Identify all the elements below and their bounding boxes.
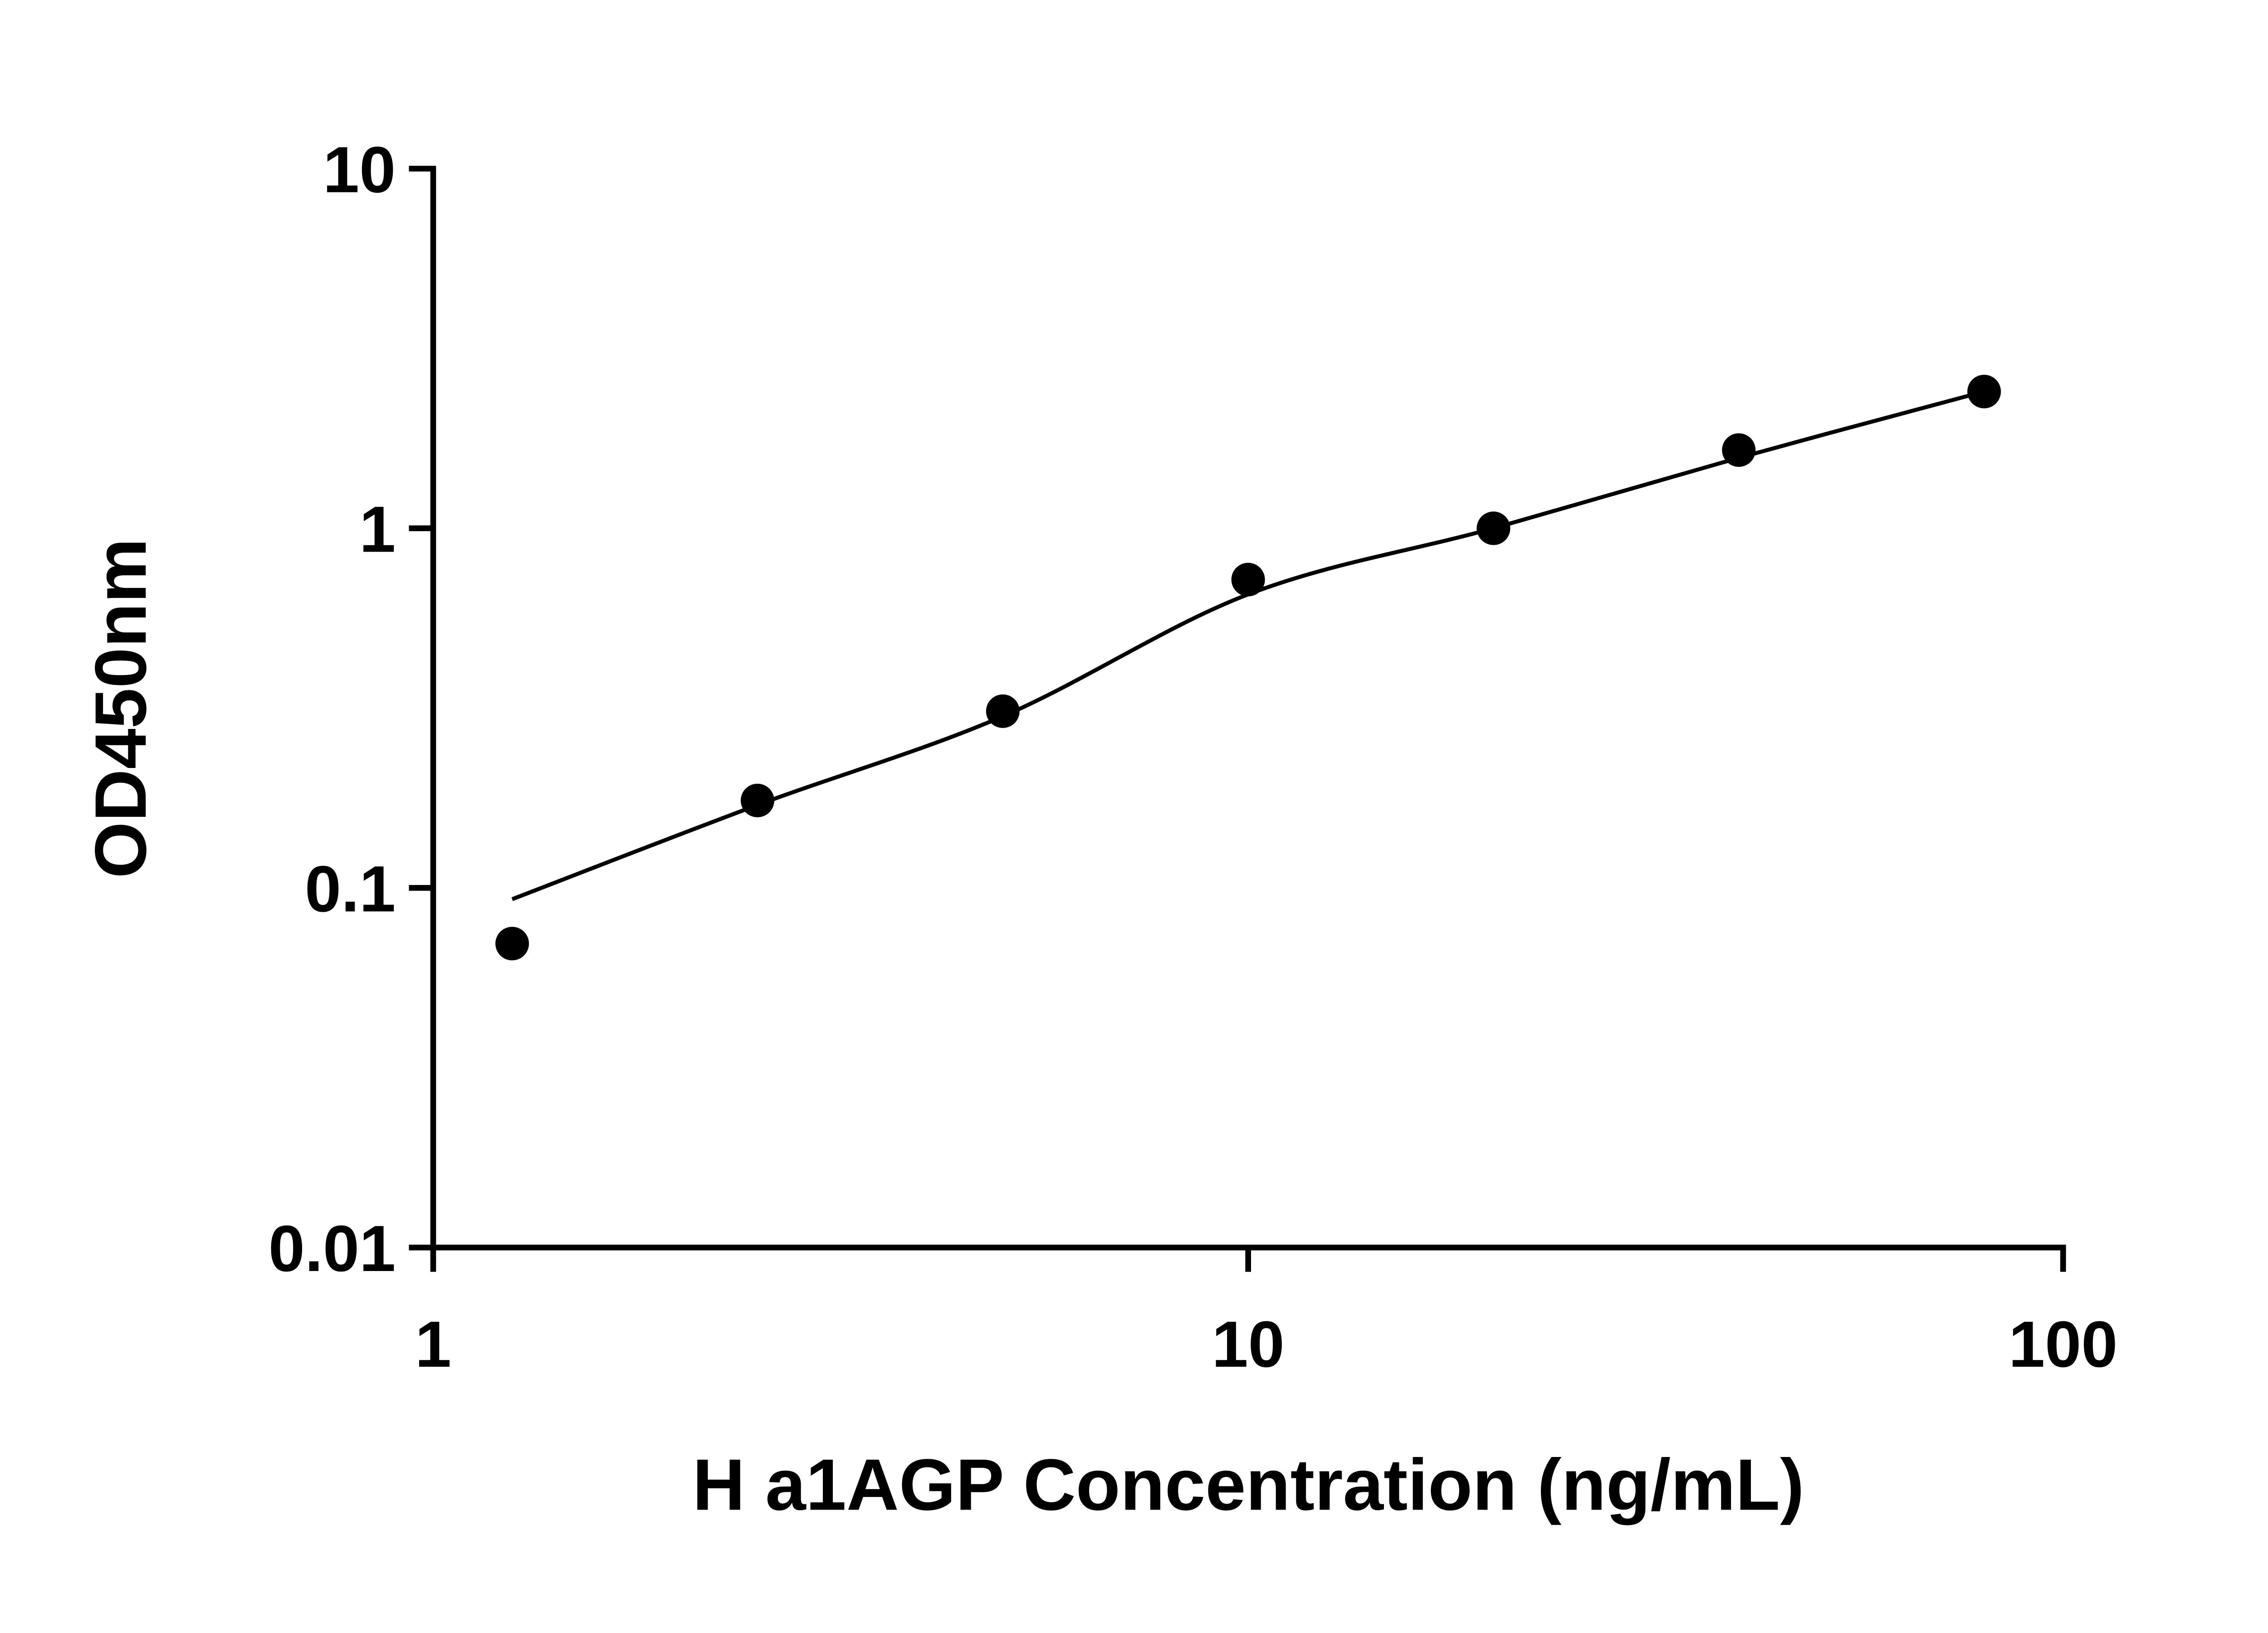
data-point — [986, 694, 1020, 728]
x-tick-label: 1 — [415, 1308, 451, 1381]
fit-curve — [511, 389, 1985, 901]
data-point — [740, 783, 774, 817]
x-tick-label: 10 — [1212, 1308, 1285, 1381]
x-tick-label: 100 — [2009, 1308, 2117, 1381]
y-tick-label: 10 — [323, 133, 396, 206]
chart-plot-area: 0.01 0.1 1 10 1 10 100 — [269, 133, 2118, 1381]
data-point — [1231, 562, 1265, 596]
data-point — [1476, 511, 1510, 545]
data-point — [1722, 433, 1756, 467]
y-tick-label: 0.01 — [269, 1212, 396, 1285]
y-tick-label: 0.1 — [305, 852, 396, 925]
x-axis-title: H a1AGP Concentration (ng/mL) — [693, 1444, 1804, 1525]
y-axis-title: OD450nm — [80, 538, 161, 879]
data-point — [495, 927, 529, 961]
data-point — [1967, 375, 2001, 409]
y-tick-label: 1 — [359, 493, 396, 566]
